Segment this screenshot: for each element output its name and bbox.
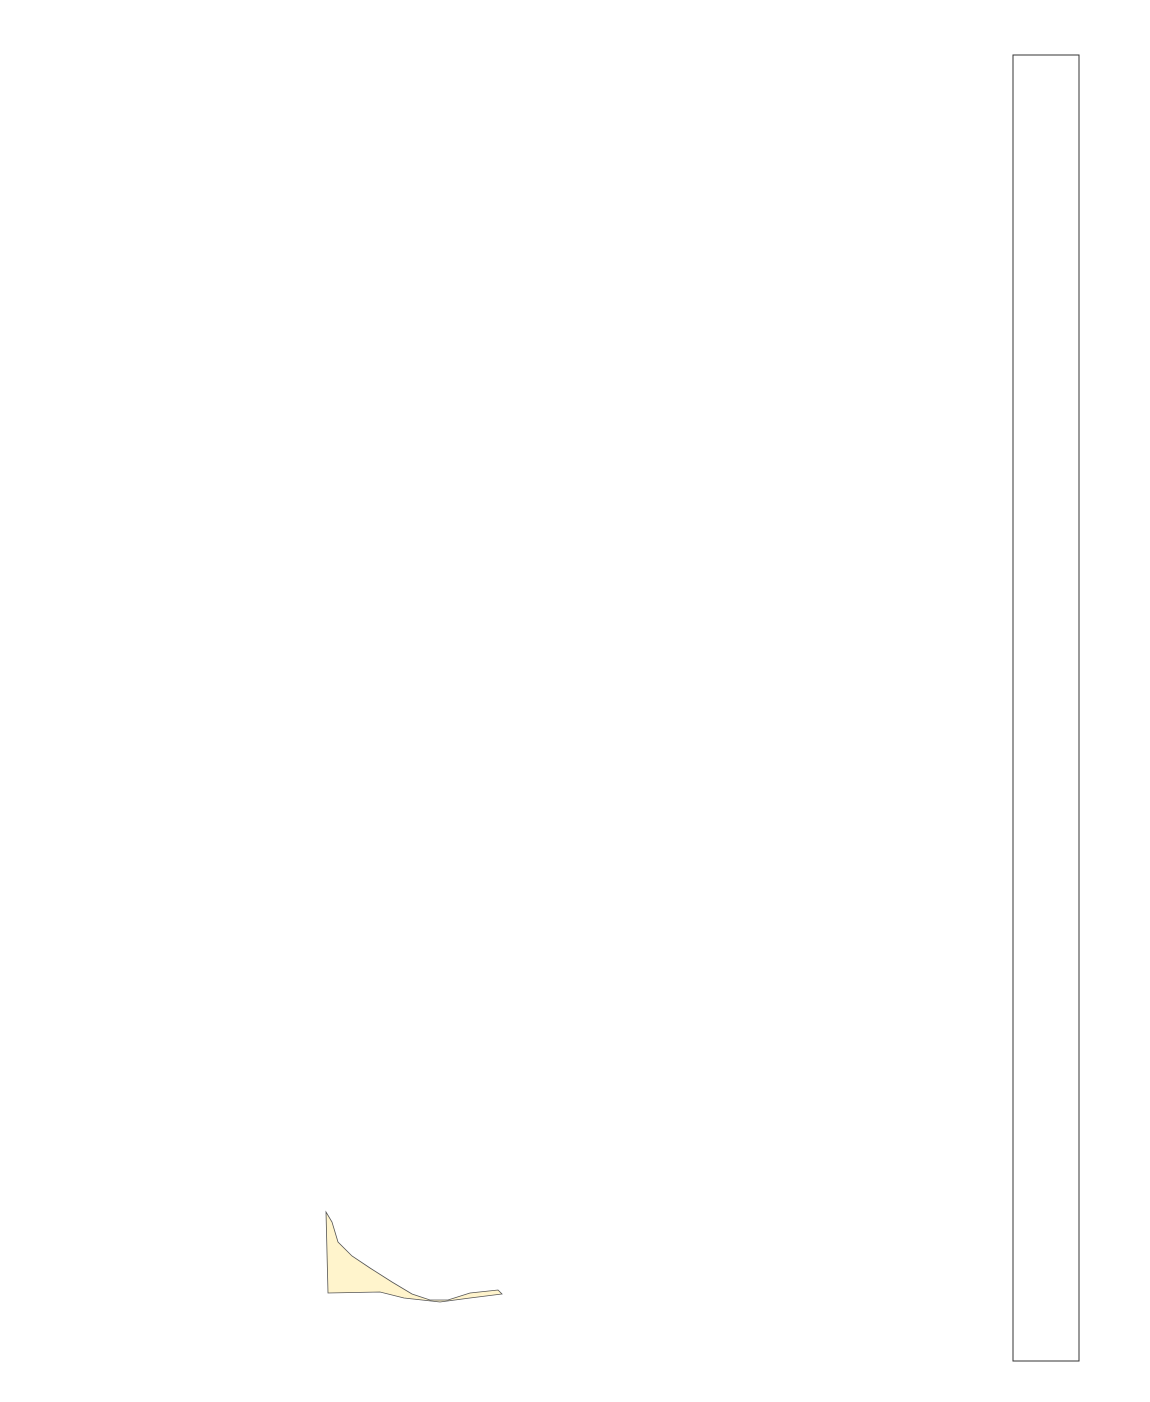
tierra-del-fuego-land — [325, 1210, 503, 1303]
colorbar — [1012, 54, 1080, 1362]
